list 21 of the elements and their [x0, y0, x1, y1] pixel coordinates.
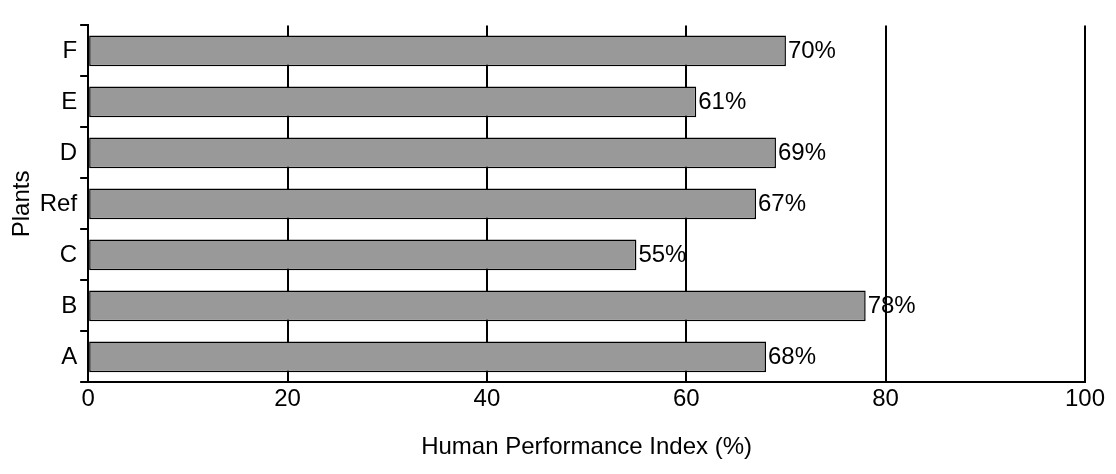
x-tick-label: 60	[672, 384, 700, 412]
data-label: 69%	[777, 137, 827, 165]
x-tick-label: 100	[1064, 384, 1105, 412]
y-tick-label: A	[61, 341, 78, 369]
x-tick-label: 80	[872, 384, 899, 412]
y-tick-label: C	[59, 239, 78, 267]
data-label: 70%	[787, 35, 836, 63]
y-tick-label: F	[62, 35, 78, 63]
data-label: 55%	[638, 239, 687, 267]
data-label: 61%	[698, 86, 747, 114]
data-label: 68%	[767, 341, 817, 369]
x-tick-label: 20	[274, 384, 301, 412]
x-tick-label: 40	[473, 384, 501, 412]
x-tick-label: 0	[81, 384, 95, 412]
y-tick-label: Ref	[39, 188, 78, 216]
y-tick-label: D	[59, 137, 78, 165]
x-axis-title: Human Performance Index (%)	[421, 432, 752, 460]
y-tick-label: B	[61, 290, 78, 318]
y-axis-title: Plants	[7, 170, 35, 238]
data-label: 67%	[758, 188, 807, 216]
y-tick-label: E	[61, 86, 78, 114]
